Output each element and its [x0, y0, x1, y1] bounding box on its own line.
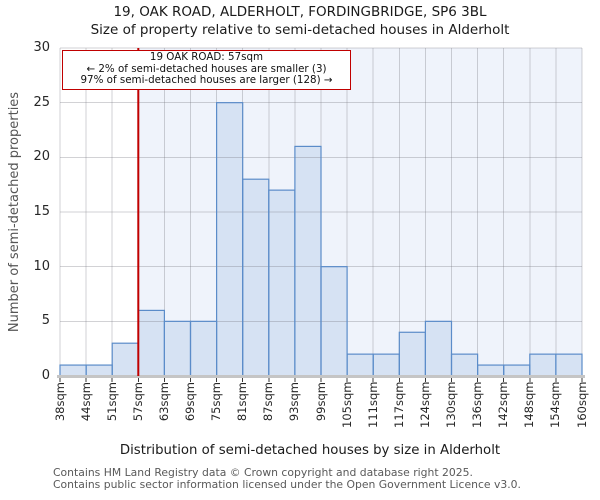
- y-tick-label: 15: [33, 204, 50, 219]
- histogram-bar: [503, 365, 530, 376]
- histogram-bar: [425, 321, 452, 376]
- attribution-footer: Contains HM Land Registry data © Crown c…: [53, 466, 521, 492]
- x-tick-label: 111sqm: [365, 381, 380, 428]
- histogram-bar: [190, 321, 217, 376]
- x-tick-label: 99sqm: [313, 382, 328, 422]
- x-tick-label: 130sqm: [444, 381, 458, 428]
- x-tick-label: 124sqm: [417, 381, 432, 428]
- y-tick-label: 0: [41, 368, 50, 383]
- annotation-property-line: 19 OAK ROAD: 57sqm: [149, 51, 264, 63]
- footer-line-2: Contains public sector information licen…: [53, 478, 521, 492]
- x-tick-label: 148sqm: [522, 381, 537, 428]
- x-tick-label: 87sqm: [261, 382, 276, 422]
- histogram-bar: [112, 343, 139, 376]
- histogram-bar: [86, 365, 113, 376]
- y-tick-label: 5: [41, 313, 50, 329]
- histogram-bar: [138, 310, 165, 376]
- histogram-bar: [529, 354, 556, 376]
- histogram-bar: [321, 266, 348, 376]
- histogram-bar: [373, 354, 400, 376]
- x-tick-label: 105sqm: [339, 381, 354, 428]
- x-tick-label: 81sqm: [235, 382, 250, 422]
- footer-line-1: Contains HM Land Registry data © Crown c…: [53, 466, 473, 479]
- y-tick-label: 10: [33, 258, 50, 274]
- x-tick-label: 51sqm: [104, 382, 119, 422]
- histogram-bar: [268, 190, 295, 376]
- histogram-bar: [451, 354, 478, 376]
- histogram-bar: [216, 102, 243, 377]
- histogram-bar: [294, 146, 321, 376]
- y-tick-label: 20: [33, 149, 50, 165]
- x-axis-label: Distribution of semi-detached houses by …: [119, 443, 501, 458]
- annotation-smaller-line: ← 2% of semi-detached houses are smaller…: [86, 62, 327, 75]
- x-tick-label: 63sqm: [156, 382, 171, 422]
- x-tick-label: 93sqm: [287, 382, 302, 422]
- x-tick-label: 136sqm: [470, 381, 485, 428]
- histogram-bar: [242, 179, 269, 376]
- x-tick-label: 57sqm: [130, 382, 145, 422]
- x-tick-label: 142sqm: [496, 381, 511, 428]
- histogram-bar: [477, 365, 504, 376]
- histogram-bar: [347, 354, 374, 376]
- chart-title: 19, OAK ROAD, ALDERHOLT, FORDINGBRIDGE, …: [113, 4, 487, 20]
- histogram-bar: [164, 321, 191, 376]
- y-tick-label: 25: [33, 94, 50, 110]
- x-tick-label: 117sqm: [391, 381, 406, 428]
- property-annotation-box: 19 OAK ROAD: 57sqm ← 2% of semi-detached…: [62, 50, 351, 90]
- annotation-larger-line: 97% of semi-detached houses are larger (…: [80, 74, 333, 87]
- x-axis-line: [57, 375, 585, 378]
- histogram-bar: [60, 365, 87, 376]
- x-tick-label: 75sqm: [209, 382, 224, 422]
- x-tick-label: 160sqm: [574, 381, 589, 428]
- histogram-bar: [555, 354, 582, 376]
- x-tick-label: 38sqm: [52, 382, 67, 422]
- x-tick-label: 154sqm: [548, 381, 563, 428]
- x-tick-label: 69sqm: [183, 382, 197, 422]
- x-tick-label: 44sqm: [78, 382, 93, 422]
- y-tick-label: 30: [33, 40, 50, 55]
- histogram-bar: [399, 332, 426, 376]
- chart-subtitle: Size of property relative to semi-detach…: [90, 22, 510, 38]
